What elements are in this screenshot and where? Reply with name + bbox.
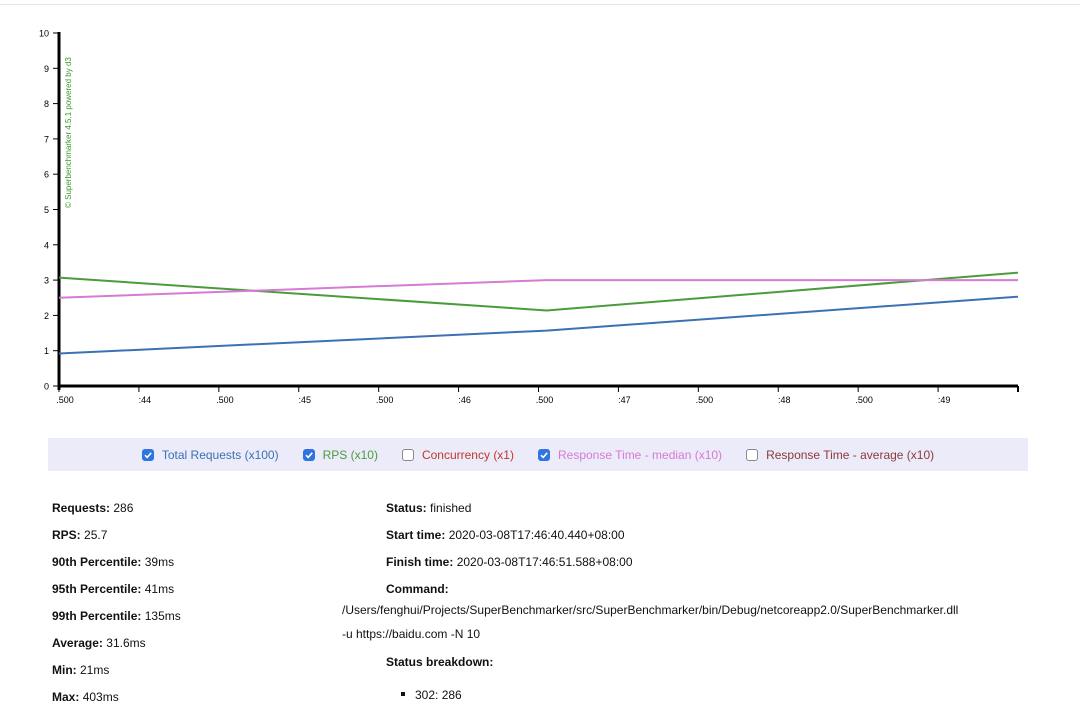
x-tick-label: .500 [536,395,554,405]
series-line-1 [58,271,1019,312]
y-tick-label: 8 [44,99,49,109]
x-tick-label: :49 [938,395,951,405]
legend-checkbox-concurrency[interactable] [401,448,414,461]
x-tick-label: :44 [139,395,152,405]
benchmark-line-chart: 0 1 2 3 4 5 6 7 8 9 10 .500 :44 .500 :45 .500 :46 .500 :47… [39,29,1019,405]
legend-checkbox-rps[interactable] [302,448,315,461]
run-command-line-2: -u https://baidu.com -N 10 [342,627,481,641]
x-tick-label: :48 [778,395,791,405]
legend-item-concurrency[interactable]: Concurrency (x1) [401,447,514,462]
run-start-time: Start time: 2020-03-08T17:46:40.440+08:0… [386,528,625,542]
legend-label-response-median: Response Time - median (x10) [557,447,723,462]
legend-checkbox-response-average[interactable] [746,448,759,461]
stat-min: Min: 21ms [52,663,110,677]
legend-item-total-requests[interactable]: Total Requests (x100) [141,447,279,462]
legend-item-response-average[interactable]: Response Time - average (x10) [746,448,934,462]
series-line-0 [58,295,1019,355]
legend-label-total-requests: Total Requests (x100) [161,447,279,462]
run-command-line-1: /Users/fenghui/Projects/SuperBenchmarker… [342,603,959,617]
stat-p99: 99th Percentile: 135ms [52,609,181,623]
run-status: Status: finished [386,501,472,515]
stat-average: Average: 31.6ms [52,636,146,650]
legend-item-response-median[interactable]: Response Time - median (x10) [537,447,723,462]
legend-label-concurrency: Concurrency (x1) [421,447,514,462]
stat-p90: 90th Percentile: 39ms [52,555,175,569]
x-tick-label: :47 [618,395,631,405]
legend-label-rps: RPS (x10) [322,447,378,462]
y-tick-label: 9 [44,64,49,74]
run-finish-time: Finish time: 2020-03-08T17:46:51.588+08:… [386,555,633,569]
y-tick-label: 10 [39,29,49,39]
run-command-label: Command: [386,582,449,596]
status-breakdown-label: Status breakdown: [386,655,494,669]
legend-checkbox-total-requests[interactable] [141,448,154,461]
legend-label-response-average: Response Time - average (x10) [766,447,935,462]
x-tick-label: :45 [298,395,311,405]
stat-p95: 95th Percentile: 41ms [52,582,175,596]
watermark-text: © Superbenchmarker 4.5.1 powered by d3 [64,57,73,208]
y-tick-label: 5 [44,205,49,215]
x-tick-label: .500 [216,395,234,405]
y-tick-label: 6 [44,170,49,180]
stat-rps: RPS: 25.7 [52,528,108,542]
status-breakdown-item: 302: 286 [401,688,462,702]
y-tick-label: 1 [44,346,49,356]
y-tick-label: 2 [44,311,49,321]
x-tick-label: :46 [458,395,471,405]
top-divider [0,4,1080,5]
y-tick-label: 4 [44,240,49,250]
y-tick-label: 0 [44,382,49,392]
series-legend: Total Requests (x100) RPS (x10) Concurre… [48,438,1028,471]
stat-max: Max: 403ms [52,690,119,704]
series-line-2 [58,279,1018,299]
status-breakdown-list: 302: 286 [401,688,462,702]
legend-checkbox-response-median[interactable] [537,448,550,461]
legend-item-rps[interactable]: RPS (x10) [302,447,378,462]
x-tick-label: .500 [696,395,714,405]
y-tick-label: 3 [44,276,49,286]
x-tick-label: .500 [376,395,394,405]
y-tick-label: 7 [44,134,49,144]
x-tick-label: .500 [56,395,74,405]
x-tick-label: .500 [855,395,873,405]
stat-requests: Requests: 286 [52,501,134,515]
